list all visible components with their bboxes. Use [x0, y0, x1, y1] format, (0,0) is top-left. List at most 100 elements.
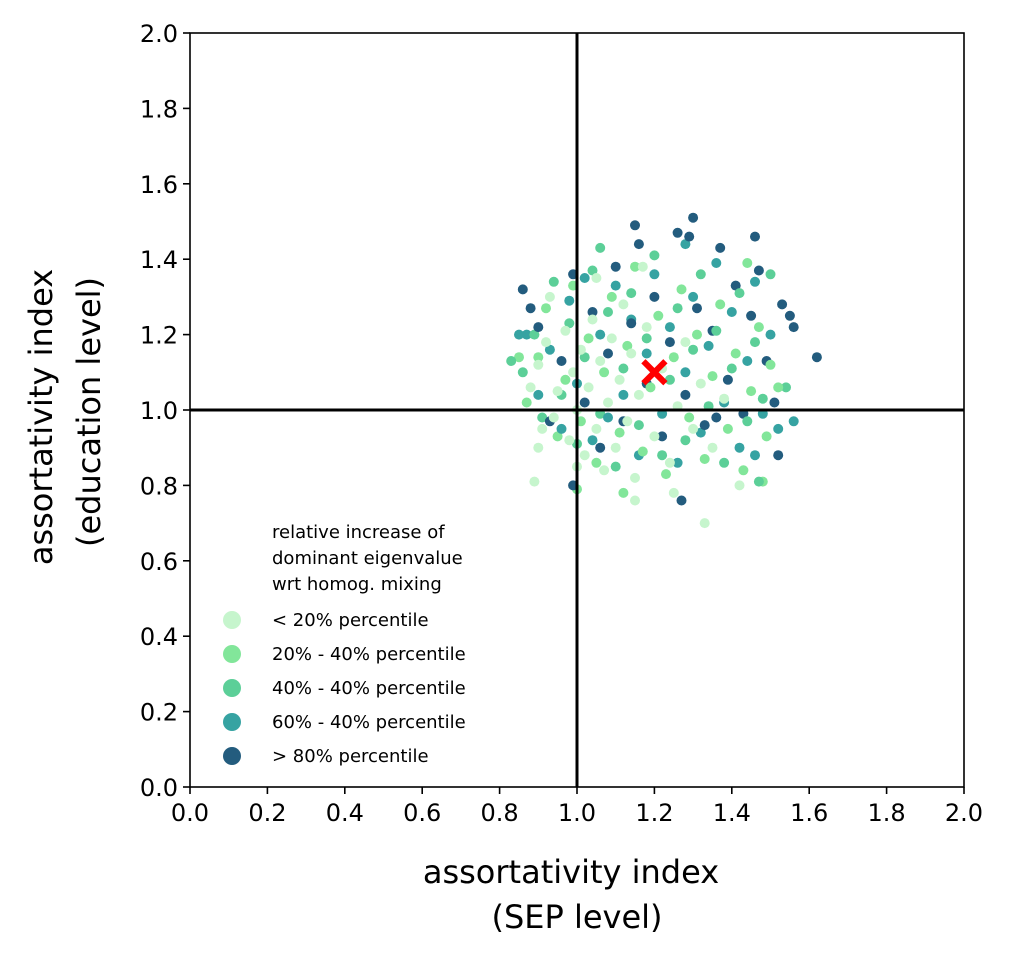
y-tick-label: 2.0: [140, 20, 178, 48]
data-point-series-3: [564, 318, 575, 329]
legend-label-3: 40% - 40% percentile: [272, 678, 466, 699]
y-axis-ticks: 0.0 0.2 0.4 0.6 0.8 1.0 1.2 1.4 1.6 1.8 2.0: [140, 20, 190, 802]
data-point-series-5: [711, 412, 722, 423]
data-point-series-1: [591, 423, 602, 434]
data-point-series-2: [676, 284, 687, 295]
data-point-series-2: [653, 310, 664, 321]
x-marker-stroke-2: [641, 359, 668, 386]
x-tick-label: 1.0: [558, 799, 596, 827]
data-point-series-3: [548, 276, 559, 287]
y-tick-label: 1.6: [140, 171, 178, 199]
data-point-series-1: [548, 412, 559, 423]
data-point-series-5: [730, 280, 741, 291]
data-point-series-2: [707, 371, 718, 382]
data-point-series-1: [560, 325, 571, 336]
x-axis-ticks: 0.0 0.2 0.4 0.6 0.8 1.0 1.2 1.4 1.6 1.8 2.0: [171, 787, 983, 827]
data-point-series-3: [595, 242, 606, 253]
legend-swatch-4: [223, 713, 241, 731]
data-point-series-1: [525, 382, 536, 393]
data-point-series-2: [583, 333, 594, 344]
data-point-series-1: [541, 337, 551, 348]
data-point-series-1: [529, 476, 540, 487]
data-point-series-4: [579, 273, 590, 283]
data-point-series-4: [603, 412, 613, 423]
data-point-series-1: [622, 416, 633, 427]
legend-title-line1: relative increase of: [272, 522, 445, 543]
reference-lines: [190, 33, 964, 787]
data-point-series-5: [517, 284, 528, 295]
data-point-series-5: [773, 450, 784, 461]
data-point-series-2: [661, 469, 671, 480]
data-point-series-4: [773, 423, 784, 434]
y-axis-title-line1: assortativity index: [22, 269, 60, 565]
data-point-series-4: [641, 348, 652, 359]
data-point-series-2: [645, 382, 656, 393]
x-axis-title-line2: (SEP level): [491, 898, 662, 936]
data-point-series-5: [595, 442, 606, 453]
data-point-series-3: [688, 344, 699, 355]
data-point-series-3: [750, 337, 760, 348]
data-point-series-5: [633, 239, 644, 250]
data-point-series-2: [606, 291, 617, 302]
legend-label-1: < 20% percentile: [272, 610, 429, 631]
legend-swatch-3: [223, 679, 241, 697]
data-point-series-1: [614, 374, 625, 385]
data-point-series-1: [583, 382, 594, 393]
data-point-series-4: [521, 329, 532, 340]
data-point-series-1: [564, 435, 575, 446]
data-point-series-2: [765, 359, 776, 370]
y-tick-label: 0.2: [140, 699, 178, 727]
data-point-series-1: [606, 333, 617, 344]
data-point-series-2: [514, 352, 524, 363]
data-point-series-1: [587, 314, 598, 325]
data-point-series-4: [788, 416, 799, 427]
data-point-series-3: [711, 325, 722, 336]
data-point-series-1: [641, 322, 652, 333]
data-point-series-1: [595, 356, 606, 366]
data-point-series-2: [622, 340, 633, 351]
y-tick-label: 1.0: [140, 397, 178, 425]
data-point-series-1: [668, 487, 679, 498]
data-point-series-1: [707, 442, 718, 453]
data-point-series-2: [552, 431, 563, 442]
data-point-series-3: [587, 265, 598, 276]
data-point-series-2: [730, 348, 741, 359]
data-point-series-2: [722, 423, 733, 434]
data-point-series-5: [811, 352, 822, 363]
data-point-series-5: [610, 261, 621, 272]
data-point-series-4: [533, 389, 544, 400]
data-point-series-2: [591, 457, 602, 468]
data-point-series-3: [626, 288, 637, 299]
data-point-series-1: [734, 480, 745, 491]
data-point-series-5: [649, 291, 660, 302]
legend-swatch-5: [223, 747, 241, 765]
data-point-series-5: [603, 348, 613, 359]
data-point-series-5: [680, 389, 691, 400]
data-point-series-4: [544, 344, 555, 355]
data-point-series-1: [599, 465, 610, 476]
data-point-series-2: [668, 352, 679, 363]
data-point-series-2: [699, 454, 710, 464]
y-axis-title-line2: (education level): [70, 277, 108, 547]
data-point-series-2: [773, 382, 784, 393]
data-point-series-3: [506, 356, 517, 366]
data-point-series-3: [579, 352, 590, 363]
data-point-series-1: [633, 389, 644, 400]
data-point-series-2: [753, 322, 764, 333]
data-point-series-1: [610, 442, 621, 453]
legend-label-2: 20% - 40% percentile: [272, 644, 466, 665]
x-tick-label: 1.6: [790, 799, 828, 827]
data-point-series-3: [672, 303, 683, 314]
data-point-series-2: [738, 465, 749, 476]
data-point-series-1: [688, 423, 699, 434]
x-tick-label: 0.8: [481, 799, 519, 827]
data-point-series-1: [630, 472, 640, 483]
data-point-series-3: [719, 457, 730, 468]
data-point-series-3: [657, 450, 668, 461]
legend-label-4: 60% - 40% percentile: [272, 712, 466, 733]
data-point-series-2: [560, 374, 571, 385]
data-point-series-3: [633, 420, 644, 431]
data-point-series-3: [757, 393, 768, 404]
